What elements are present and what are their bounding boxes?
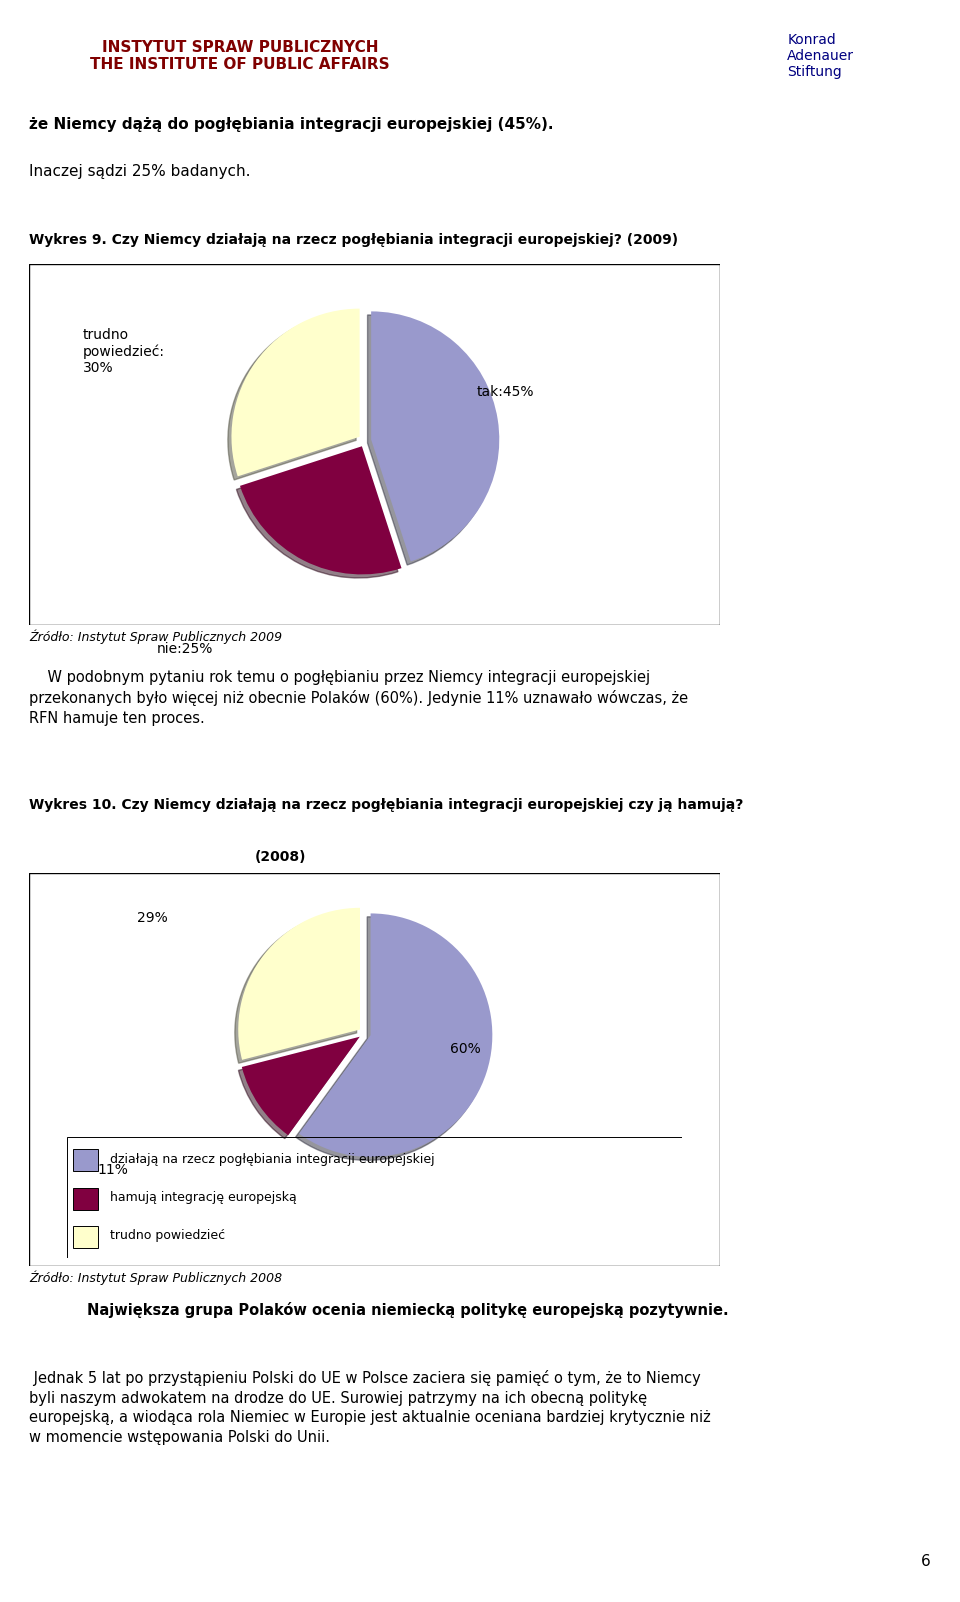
Text: Konrad
Adenauer
Stiftung: Konrad Adenauer Stiftung <box>787 34 854 78</box>
Bar <box>73 1150 98 1171</box>
Text: 6: 6 <box>921 1554 930 1570</box>
Text: Źródło: Instytut Spraw Publicznych 2009: Źródło: Instytut Spraw Publicznych 2009 <box>29 630 282 644</box>
Text: Największa grupa Polaków ocenia niemiecką politykę europejską pozytywnie.: Największa grupa Polaków ocenia niemieck… <box>87 1302 729 1318</box>
Text: INSTYTUT SPRAW PUBLICZNYCH
THE INSTITUTE OF PUBLIC AFFAIRS: INSTYTUT SPRAW PUBLICZNYCH THE INSTITUTE… <box>90 40 390 72</box>
Text: trudno
powiedzieć:
30%: trudno powiedzieć: 30% <box>83 328 165 375</box>
Wedge shape <box>231 309 360 476</box>
Text: Wykres 9. Czy Niemcy działają na rzecz pogłębiania integracji europejskiej? (200: Wykres 9. Czy Niemcy działają na rzecz p… <box>29 234 678 247</box>
Text: 29%: 29% <box>136 910 167 924</box>
Bar <box>73 1227 98 1248</box>
Text: Wykres 10. Czy Niemcy działają na rzecz pogłębiania integracji europejskiej czy : Wykres 10. Czy Niemcy działają na rzecz … <box>29 798 743 812</box>
Text: że Niemcy dążą do pogłębiania integracji europejskiej (45%).: że Niemcy dążą do pogłębiania integracji… <box>29 117 553 133</box>
Text: 60%: 60% <box>450 1041 481 1056</box>
Bar <box>73 1189 98 1210</box>
Wedge shape <box>240 447 401 575</box>
Text: tak:45%: tak:45% <box>477 386 535 399</box>
Wedge shape <box>299 913 492 1157</box>
Text: (2008): (2008) <box>254 851 306 865</box>
Text: nie:25%: nie:25% <box>156 642 213 655</box>
Text: działają na rzecz pogłębiania integracji europejskiej: działają na rzecz pogłębiania integracji… <box>110 1152 435 1166</box>
Wedge shape <box>238 908 360 1061</box>
Wedge shape <box>242 1036 360 1136</box>
Text: Źródło: Instytut Spraw Publicznych 2008: Źródło: Instytut Spraw Publicznych 2008 <box>29 1270 282 1285</box>
Text: W podobnym pytaniu rok temu o pogłębianiu przez Niemcy integracji europejskiej
p: W podobnym pytaniu rok temu o pogłębiani… <box>29 670 688 726</box>
Text: Jednak 5 lat po przystąpieniu Polski do UE w Polsce zaciera się pamięć o tym, że: Jednak 5 lat po przystąpieniu Polski do … <box>29 1370 710 1445</box>
Text: 11%: 11% <box>97 1163 128 1177</box>
Text: Inaczej sądzi 25% badanych.: Inaczej sądzi 25% badanych. <box>29 163 251 179</box>
Text: trudno powiedzieć: trudno powiedzieć <box>110 1229 226 1243</box>
Wedge shape <box>372 311 499 561</box>
Text: hamują integrację europejską: hamują integrację europejską <box>110 1190 297 1205</box>
